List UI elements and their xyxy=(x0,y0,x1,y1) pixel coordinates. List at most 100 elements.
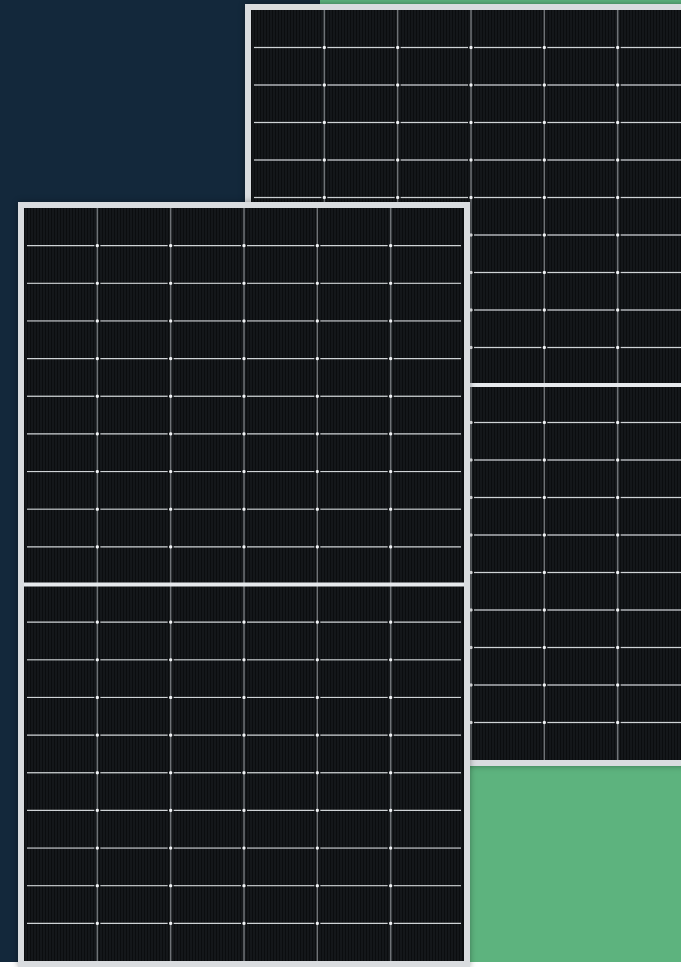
cell-junction xyxy=(389,846,393,850)
cell-junction xyxy=(469,308,473,312)
cell-junction xyxy=(469,608,473,612)
cell-junction xyxy=(242,394,246,398)
cell-junction xyxy=(315,658,319,662)
cell-junction xyxy=(396,120,400,125)
cell-junction xyxy=(542,645,546,650)
cell-junction xyxy=(242,620,246,624)
cell-junction xyxy=(389,507,393,511)
cell-junction xyxy=(542,345,546,350)
cell-junction xyxy=(389,658,393,662)
cell-junction xyxy=(95,733,99,737)
cell-junction xyxy=(616,533,620,537)
cell-junction xyxy=(95,771,99,775)
cell-junction xyxy=(242,319,246,323)
cell-junction xyxy=(616,83,620,87)
cell-junction xyxy=(315,319,319,323)
cell-junction xyxy=(389,319,393,323)
cell-junction xyxy=(469,720,473,725)
cell-junction xyxy=(322,45,326,50)
cell-junction xyxy=(95,884,99,888)
cell-junction xyxy=(315,469,319,474)
cell-junction xyxy=(616,308,620,312)
cell-junction xyxy=(322,83,326,87)
cell-junction xyxy=(242,884,246,888)
cell-junction xyxy=(389,733,393,737)
cell-junction xyxy=(95,921,99,925)
cell-junction xyxy=(542,570,546,575)
cell-junction xyxy=(389,808,393,813)
cell-junction xyxy=(389,771,393,775)
cell-junction xyxy=(542,683,546,687)
cell-junction xyxy=(616,495,620,500)
cell-junction xyxy=(169,771,173,775)
cell-junction xyxy=(315,357,319,361)
cell-junction xyxy=(315,771,319,775)
cell-junction xyxy=(242,507,246,511)
cell-junction xyxy=(469,495,473,500)
cell-junction xyxy=(396,83,400,87)
cell-junction xyxy=(169,658,173,662)
cell-junction xyxy=(315,695,319,700)
cell-junction xyxy=(242,281,246,285)
cell-junction xyxy=(542,120,546,125)
cell-junction xyxy=(315,884,319,888)
cell-junction xyxy=(95,469,99,474)
cell-junction xyxy=(95,808,99,813)
cell-junction xyxy=(616,120,620,125)
cell-junction xyxy=(315,733,319,737)
cell-junction xyxy=(542,308,546,312)
cell-junction xyxy=(542,195,546,200)
cell-junction xyxy=(242,469,246,474)
cell-junction xyxy=(242,733,246,737)
center-busbar xyxy=(24,582,464,587)
cell-junction xyxy=(616,195,620,200)
cell-junction xyxy=(542,158,546,162)
cell-junction xyxy=(542,270,546,275)
cell-junction xyxy=(315,545,319,549)
cell-junction xyxy=(469,233,473,237)
cell-junction xyxy=(616,345,620,350)
cell-junction xyxy=(95,244,99,248)
cell-junction xyxy=(95,394,99,398)
cell-junction xyxy=(242,695,246,700)
cell-junction xyxy=(242,357,246,361)
cell-junction xyxy=(95,695,99,700)
cell-junction xyxy=(396,158,400,162)
cell-junction xyxy=(616,158,620,162)
cell-junction xyxy=(616,270,620,275)
cell-junction xyxy=(389,357,393,361)
cell-junction xyxy=(469,683,473,687)
cell-junction xyxy=(95,620,99,624)
cell-junction xyxy=(542,720,546,725)
cell-junction xyxy=(315,921,319,925)
cell-junction xyxy=(616,570,620,575)
cell-junction xyxy=(95,319,99,323)
cell-junction xyxy=(169,244,173,248)
cell-junction xyxy=(169,846,173,850)
cell-junction xyxy=(616,720,620,725)
cell-junction xyxy=(169,620,173,624)
cell-junction xyxy=(169,921,173,925)
cell-junction xyxy=(389,394,393,398)
cell-junction xyxy=(322,195,326,200)
cell-junction xyxy=(242,846,246,850)
cell-junction xyxy=(315,432,319,436)
cell-junction xyxy=(95,846,99,850)
cell-junction xyxy=(169,507,173,511)
cell-junction xyxy=(616,683,620,687)
solar-panel-front xyxy=(18,202,470,967)
cell-junction xyxy=(542,45,546,50)
cell-junction xyxy=(169,281,173,285)
cell-junction xyxy=(469,45,473,50)
cell-junction xyxy=(169,695,173,700)
cell-junction xyxy=(389,469,393,474)
cell-junction xyxy=(169,319,173,323)
cell-junction xyxy=(542,420,546,425)
cell-junction xyxy=(469,420,473,425)
cell-junction xyxy=(169,469,173,474)
cell-junction xyxy=(95,357,99,361)
cell-junction xyxy=(389,884,393,888)
cell-junction xyxy=(396,45,400,50)
cell-junction xyxy=(242,658,246,662)
cell-junction xyxy=(242,921,246,925)
